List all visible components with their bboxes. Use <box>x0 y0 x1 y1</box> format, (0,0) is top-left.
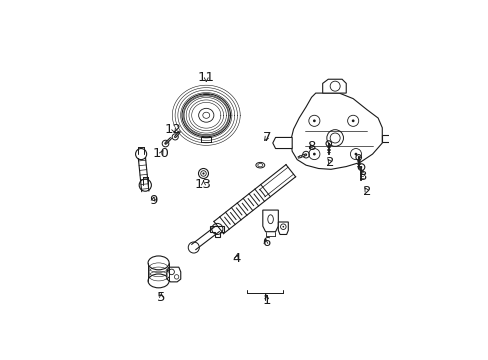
Ellipse shape <box>257 163 262 167</box>
Polygon shape <box>297 154 305 158</box>
Circle shape <box>174 136 176 138</box>
Circle shape <box>164 143 166 145</box>
Text: 10: 10 <box>153 147 169 160</box>
Text: 7: 7 <box>262 131 270 144</box>
Circle shape <box>360 166 362 168</box>
Polygon shape <box>322 79 346 93</box>
Ellipse shape <box>148 274 169 288</box>
Ellipse shape <box>203 112 209 118</box>
Ellipse shape <box>255 162 264 168</box>
Circle shape <box>351 120 354 122</box>
Circle shape <box>312 153 315 156</box>
Polygon shape <box>290 93 382 169</box>
Polygon shape <box>210 226 224 237</box>
Polygon shape <box>272 138 292 149</box>
Circle shape <box>305 153 306 156</box>
Text: 8: 8 <box>307 140 315 153</box>
Circle shape <box>282 226 284 228</box>
Circle shape <box>357 157 359 158</box>
Text: 2: 2 <box>362 185 370 198</box>
Ellipse shape <box>267 215 273 224</box>
Text: 13: 13 <box>195 177 212 190</box>
Circle shape <box>312 120 315 122</box>
Polygon shape <box>174 131 180 138</box>
Polygon shape <box>164 138 171 144</box>
Text: 3: 3 <box>358 170 366 183</box>
Text: 9: 9 <box>148 194 157 207</box>
Polygon shape <box>278 222 288 234</box>
Polygon shape <box>166 267 181 282</box>
Circle shape <box>354 153 357 156</box>
Polygon shape <box>262 210 278 232</box>
Text: 1: 1 <box>262 294 270 307</box>
Polygon shape <box>382 135 391 141</box>
Ellipse shape <box>198 108 213 122</box>
Circle shape <box>327 143 329 144</box>
Text: 12: 12 <box>165 123 182 136</box>
Ellipse shape <box>182 94 230 137</box>
Text: 2: 2 <box>325 157 334 170</box>
Ellipse shape <box>148 256 169 270</box>
Text: 4: 4 <box>231 252 240 265</box>
Text: 5: 5 <box>157 291 165 304</box>
Text: 6: 6 <box>261 236 269 249</box>
Text: 11: 11 <box>197 71 214 84</box>
Circle shape <box>202 172 204 175</box>
Ellipse shape <box>183 96 228 135</box>
